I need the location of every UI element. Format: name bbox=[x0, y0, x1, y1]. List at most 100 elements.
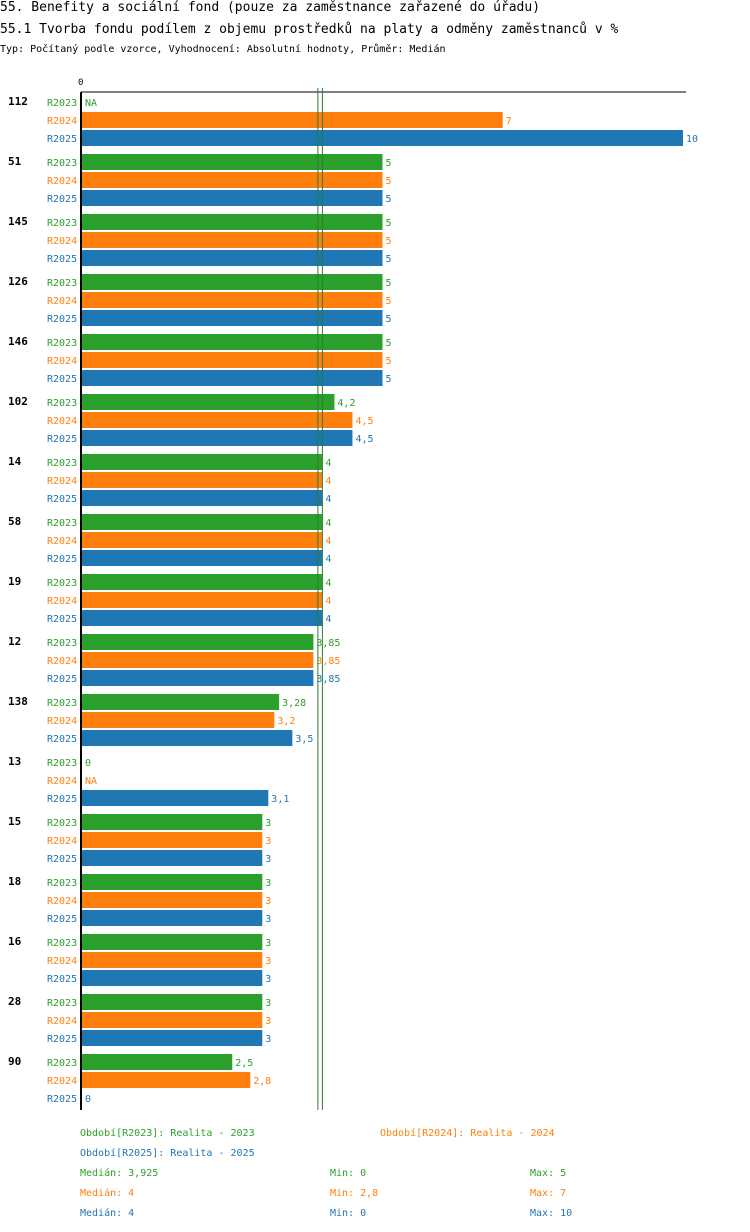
data-label: 5 bbox=[386, 218, 392, 229]
legend-max-r2025: Max: 10 bbox=[530, 1208, 573, 1219]
bar bbox=[82, 670, 314, 686]
legend-min-r2024: Min: 2,8 bbox=[330, 1188, 379, 1199]
data-label: 3 bbox=[265, 878, 271, 889]
bar bbox=[82, 250, 383, 266]
bar bbox=[82, 1072, 251, 1088]
bar bbox=[82, 454, 323, 470]
series-label: R2025 bbox=[47, 494, 77, 505]
legend-median-r2025: Medián: 4 bbox=[80, 1208, 135, 1219]
category-label: 28 bbox=[8, 995, 21, 1008]
chart-title: 55. Benefity a sociální fond (pouze za z… bbox=[0, 0, 541, 15]
legend-min-r2023: Min: 0 bbox=[330, 1168, 367, 1179]
data-label: 3 bbox=[265, 1016, 271, 1027]
data-label: 4 bbox=[325, 614, 331, 625]
bar bbox=[82, 874, 263, 890]
series-label: R2023 bbox=[47, 758, 77, 769]
data-label: 5 bbox=[386, 158, 392, 169]
series-label: R2023 bbox=[47, 398, 77, 409]
category-label: 13 bbox=[8, 755, 21, 768]
bar bbox=[82, 412, 353, 428]
bar bbox=[82, 550, 323, 566]
bar bbox=[82, 1054, 233, 1070]
data-label: 3,85 bbox=[316, 674, 340, 685]
bar bbox=[82, 430, 353, 446]
data-label: 4,2 bbox=[337, 398, 355, 409]
bar bbox=[82, 310, 383, 326]
category-label: 18 bbox=[8, 875, 21, 888]
bar bbox=[82, 490, 323, 506]
bar bbox=[82, 790, 269, 806]
series-label: R2025 bbox=[47, 794, 77, 805]
data-label: 3 bbox=[265, 938, 271, 949]
data-label: 2,5 bbox=[235, 1058, 253, 1069]
legend-median-r2024: Medián: 4 bbox=[80, 1188, 135, 1199]
data-label: 5 bbox=[386, 254, 392, 265]
series-label: R2023 bbox=[47, 998, 77, 1009]
series-label: R2025 bbox=[47, 554, 77, 565]
series-label: R2025 bbox=[47, 734, 77, 745]
category-label: 15 bbox=[8, 815, 21, 828]
data-label: 5 bbox=[386, 356, 392, 367]
bar-chart: 0 112 R2023 NA R2024 7 R2025 10 51 R2023 5 R2024 5 R2… bbox=[8, 78, 698, 1110]
legend-min-r2025: Min: 0 bbox=[330, 1208, 367, 1219]
data-label: 4,5 bbox=[355, 416, 373, 427]
series-label: R2023 bbox=[47, 518, 77, 529]
data-label: 2,8 bbox=[253, 1076, 271, 1087]
chart-meta: Typ: Počítaný podle vzorce, Vyhodnocení:… bbox=[0, 44, 446, 55]
series-label: R2024 bbox=[47, 296, 77, 307]
bar bbox=[82, 514, 323, 530]
series-label: R2024 bbox=[47, 596, 77, 607]
data-label: 4 bbox=[325, 518, 331, 529]
series-label: R2023 bbox=[47, 98, 77, 109]
series-label: R2023 bbox=[47, 578, 77, 589]
series-label: R2023 bbox=[47, 818, 77, 829]
data-label: 3 bbox=[265, 854, 271, 865]
data-label: 4 bbox=[325, 578, 331, 589]
bar bbox=[82, 532, 323, 548]
bar bbox=[82, 814, 263, 830]
bar bbox=[82, 574, 323, 590]
data-label: 0 bbox=[85, 1094, 91, 1105]
category-label: 19 bbox=[8, 575, 21, 588]
series-label: R2023 bbox=[47, 278, 77, 289]
data-label: 3 bbox=[265, 818, 271, 829]
legend-period-r2024: Období[R2024]: Realita - 2024 bbox=[380, 1128, 555, 1139]
series-label: R2024 bbox=[47, 356, 77, 367]
series-label: R2024 bbox=[47, 476, 77, 487]
series-label: R2023 bbox=[47, 218, 77, 229]
category-label: 102 bbox=[8, 395, 28, 408]
data-label: 4 bbox=[325, 536, 331, 547]
data-label: 3,2 bbox=[277, 716, 295, 727]
data-label: 7 bbox=[506, 116, 512, 127]
data-label: 5 bbox=[386, 374, 392, 385]
bar bbox=[82, 1012, 263, 1028]
data-label: 3 bbox=[265, 998, 271, 1009]
bar bbox=[82, 190, 383, 206]
series-label: R2025 bbox=[47, 314, 77, 325]
series-label: R2024 bbox=[47, 416, 77, 427]
bar bbox=[82, 592, 323, 608]
bar bbox=[82, 970, 263, 986]
series-label: R2025 bbox=[47, 134, 77, 145]
bar bbox=[82, 472, 323, 488]
data-label: 0 bbox=[85, 758, 91, 769]
data-label: 3,85 bbox=[316, 656, 340, 667]
series-label: R2023 bbox=[47, 158, 77, 169]
category-label: 146 bbox=[8, 335, 28, 348]
data-label: 4 bbox=[325, 596, 331, 607]
series-label: R2025 bbox=[47, 194, 77, 205]
data-label: 3,1 bbox=[271, 794, 289, 805]
data-label: 3,85 bbox=[316, 638, 340, 649]
series-label: R2023 bbox=[47, 698, 77, 709]
bar bbox=[82, 952, 263, 968]
legend-period-r2023: Období[R2023]: Realita - 2023 bbox=[80, 1128, 255, 1139]
category-label: 51 bbox=[8, 155, 22, 168]
series-label: R2024 bbox=[47, 776, 77, 787]
bar bbox=[82, 334, 383, 350]
series-label: R2024 bbox=[47, 1016, 77, 1027]
series-label: R2024 bbox=[47, 836, 77, 847]
legend-period-r2025: Období[R2025]: Realita - 2025 bbox=[80, 1148, 255, 1159]
data-label: 3 bbox=[265, 1034, 271, 1045]
category-label: 138 bbox=[8, 695, 28, 708]
series-label: R2025 bbox=[47, 254, 77, 265]
